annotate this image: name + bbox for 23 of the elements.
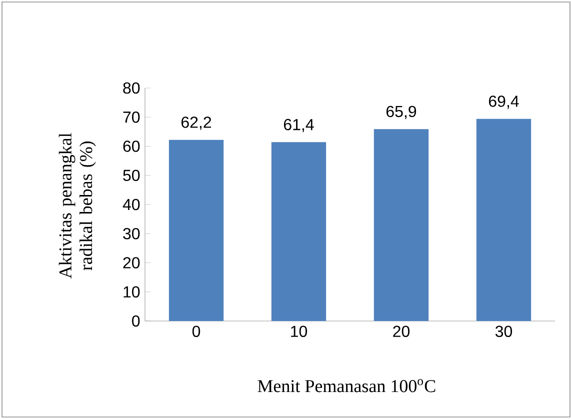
y-tick-label: 60 bbox=[123, 140, 140, 152]
x-tick-label: 0 bbox=[192, 326, 200, 338]
bar bbox=[168, 140, 224, 321]
y-tick-label: 80 bbox=[123, 82, 140, 94]
y-tick-label: 0 bbox=[132, 315, 140, 327]
x-axis-title: Menit Pemanasan 100$^{o}$C bbox=[258, 379, 436, 392]
x-tick-label: 10 bbox=[291, 326, 308, 338]
y-tick-label: 70 bbox=[123, 111, 140, 123]
bar bbox=[374, 129, 429, 321]
data-label: 69,4 bbox=[488, 96, 519, 109]
x-tick-label: 20 bbox=[393, 326, 410, 338]
y-tick-label: 50 bbox=[123, 170, 140, 182]
data-label: 61,4 bbox=[284, 118, 314, 132]
data-label: 62,2 bbox=[181, 116, 212, 130]
y-tick-label: 30 bbox=[123, 228, 140, 240]
data-label: 65,9 bbox=[386, 106, 416, 120]
y-tick-label: 40 bbox=[122, 198, 140, 210]
bar bbox=[271, 142, 326, 321]
x-tick-label: 30 bbox=[495, 326, 512, 338]
y-tick-label: 20 bbox=[123, 257, 140, 268]
y-tick-label: 10 bbox=[124, 286, 140, 298]
y-axis-title: Aktivitas penangkal radikal bebas (%) bbox=[58, 133, 96, 278]
bar bbox=[476, 118, 532, 321]
